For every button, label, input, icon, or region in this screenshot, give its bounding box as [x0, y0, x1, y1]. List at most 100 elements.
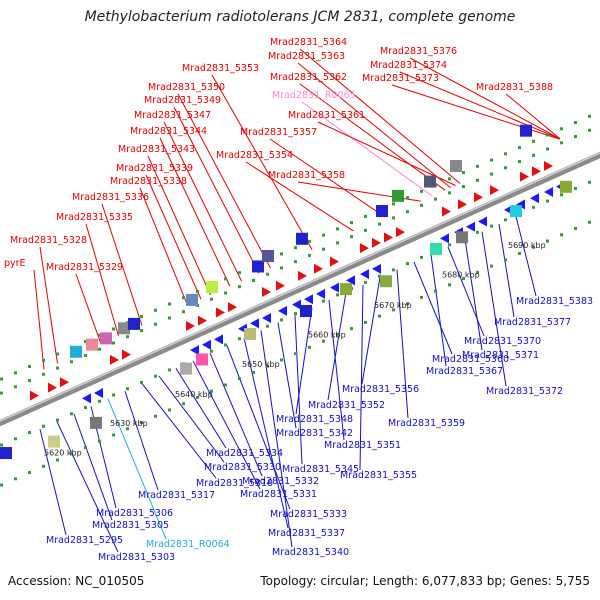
- track-dot: [182, 310, 185, 314]
- track-dot: [406, 196, 409, 200]
- track-dot: [98, 399, 101, 403]
- track-dot: [0, 377, 3, 381]
- leader-line: [430, 254, 447, 367]
- gene-box: [392, 189, 404, 202]
- gene-label-reverse: Mrad2831_5356: [342, 384, 419, 395]
- leader-line: [101, 203, 143, 326]
- leader-line: [39, 429, 67, 536]
- track-dot: [224, 291, 227, 295]
- track-dot: [574, 187, 577, 191]
- track-dot: [476, 164, 479, 168]
- track-dot: [532, 153, 535, 157]
- gene-box: [100, 332, 112, 345]
- track-dot: [504, 166, 507, 170]
- gene-label-forward: Mrad2831_5361: [288, 110, 365, 121]
- track-dot: [574, 227, 577, 231]
- scale-label: 5650 kbp: [242, 360, 280, 369]
- track-dot: [140, 380, 143, 384]
- gene-label-reverse: Mrad2831_5332: [242, 476, 319, 487]
- track-dot: [56, 352, 59, 356]
- forward-gene-arrow: [122, 349, 131, 360]
- track-dot: [210, 389, 213, 393]
- track-dot: [322, 233, 325, 237]
- track-dot: [588, 128, 591, 132]
- leader-line: [515, 216, 537, 297]
- track-dot: [42, 464, 45, 468]
- track-dot: [546, 199, 549, 203]
- reverse-gene-arrow: [278, 305, 287, 316]
- scale-label: 5670 kbp: [374, 301, 412, 310]
- leader-line: [226, 345, 291, 510]
- track-dot: [252, 370, 255, 374]
- track-dot: [70, 452, 73, 456]
- leader-line: [447, 246, 485, 337]
- track-dot: [322, 247, 325, 251]
- gene-label-forward: Mrad2831_5335: [56, 212, 133, 223]
- track-dot: [308, 345, 311, 349]
- leader-line: [396, 269, 409, 419]
- gene-box: [376, 205, 388, 218]
- track-dot: [294, 352, 297, 356]
- reverse-gene-arrow: [94, 388, 103, 399]
- backbone-line: [0, 151, 600, 427]
- track-dot: [378, 274, 381, 278]
- track-dot: [336, 293, 339, 297]
- forward-gene-arrow: [544, 160, 553, 171]
- track-dot: [378, 222, 381, 226]
- track-dot: [392, 202, 395, 206]
- track-dot: [336, 241, 339, 245]
- track-dot: [154, 374, 157, 378]
- reverse-gene-arrow: [544, 186, 553, 197]
- gene-box: [450, 159, 462, 172]
- gene-label-reverse: Mrad2831_5342: [276, 428, 353, 439]
- gene-label-forward: Mrad2831_5343: [118, 144, 195, 155]
- track-dot: [504, 152, 507, 156]
- genome-backbone: [0, 151, 600, 427]
- track-dot: [434, 289, 437, 293]
- track-dot: [126, 387, 129, 391]
- gene-label-forward: Mrad2831_5363: [268, 51, 345, 62]
- track-dot: [476, 230, 479, 234]
- track-dot: [280, 252, 283, 256]
- gene-label-forward: Mrad2831_5374: [370, 60, 447, 71]
- track-dot: [168, 316, 171, 320]
- gene-label-forward: Mrad2831_5362: [270, 72, 347, 83]
- forward-gene-arrow: [298, 270, 307, 281]
- gene-labels: pyrE Mrad2831_5328 Mrad2831_5329 Mrad2831_5…: [4, 37, 593, 563]
- gene-box: [186, 293, 198, 306]
- forward-gene-arrow: [262, 286, 271, 297]
- gene-label-forward: Mrad2831_5329: [46, 262, 123, 273]
- track-dot: [252, 278, 255, 282]
- track-dot: [476, 270, 479, 274]
- leader-line: [413, 261, 453, 355]
- genome-title: Methylobacterium radiotolerans JCM 2831,…: [84, 9, 516, 25]
- track-dot: [504, 258, 507, 262]
- accession-text: Accession: NC_010505: [8, 574, 145, 588]
- track-dot: [84, 406, 87, 410]
- leader-line: [409, 57, 561, 140]
- track-dot: [364, 228, 367, 232]
- gene-box: [430, 242, 442, 255]
- gene-box: [0, 447, 12, 460]
- track-dot: [98, 439, 101, 443]
- gene-label-forward: Mrad2831_5344: [130, 126, 207, 137]
- track-dot: [448, 243, 451, 247]
- leader-line: [33, 269, 45, 370]
- gene-label-reverse: Mrad2831_5331: [240, 489, 317, 500]
- track-dot: [420, 255, 423, 259]
- gene-label-reverse: Mrad2831_5351: [324, 440, 401, 451]
- gene-label-reverse: Mrad2831_5295: [46, 535, 123, 546]
- track-dot: [168, 302, 171, 306]
- gene-label-forward: Mrad2831_5358: [268, 170, 345, 181]
- backbone-highlight: [0, 152, 600, 422]
- track-dot: [532, 139, 535, 143]
- track-dot: [336, 227, 339, 231]
- leader-line: [317, 121, 456, 186]
- gene-label-reverse: Mrad2831_5360: [432, 354, 509, 365]
- gene-box: [244, 328, 256, 341]
- track-dot: [0, 391, 3, 395]
- gene-label-reverse: Mrad2831_5317: [138, 490, 215, 501]
- track-dot: [196, 395, 199, 399]
- gene-box: [456, 231, 468, 244]
